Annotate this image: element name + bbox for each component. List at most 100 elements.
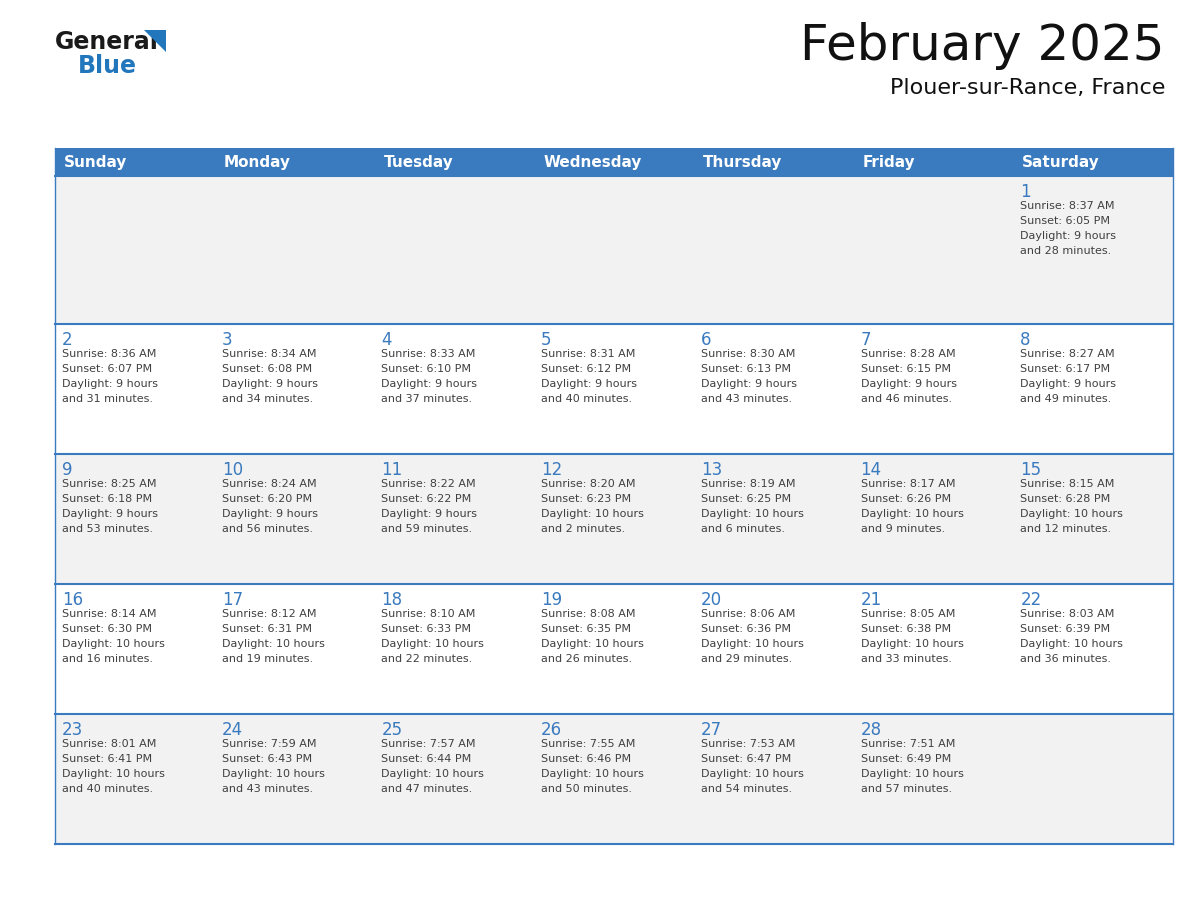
Text: 4: 4	[381, 331, 392, 349]
Bar	[55, 324, 1173, 454]
Text: and 31 minutes.: and 31 minutes.	[62, 394, 153, 404]
Text: Sunset: 6:07 PM: Sunset: 6:07 PM	[62, 364, 152, 374]
Text: Daylight: 10 hours: Daylight: 10 hours	[542, 639, 644, 649]
Text: Sunrise: 8:14 AM: Sunrise: 8:14 AM	[62, 609, 157, 619]
Text: and 56 minutes.: and 56 minutes.	[222, 524, 312, 534]
Text: 23: 23	[62, 721, 83, 739]
Text: and 47 minutes.: and 47 minutes.	[381, 784, 473, 794]
Text: Sunrise: 7:59 AM: Sunrise: 7:59 AM	[222, 739, 316, 749]
Text: Blue: Blue	[78, 54, 137, 78]
Bar	[1013, 148, 1173, 176]
Text: Sunset: 6:23 PM: Sunset: 6:23 PM	[542, 494, 631, 504]
Text: Sunset: 6:43 PM: Sunset: 6:43 PM	[222, 754, 311, 764]
Text: Thursday: Thursday	[703, 155, 782, 171]
Text: Sunrise: 7:57 AM: Sunrise: 7:57 AM	[381, 739, 476, 749]
Text: Sunrise: 8:03 AM: Sunrise: 8:03 AM	[1020, 609, 1114, 619]
Text: Sunrise: 8:05 AM: Sunrise: 8:05 AM	[860, 609, 955, 619]
Text: 20: 20	[701, 591, 722, 609]
Text: Sunday: Sunday	[64, 155, 127, 171]
Text: Daylight: 10 hours: Daylight: 10 hours	[381, 769, 485, 779]
Text: Sunrise: 8:01 AM: Sunrise: 8:01 AM	[62, 739, 157, 749]
Text: 16: 16	[62, 591, 83, 609]
Text: Daylight: 10 hours: Daylight: 10 hours	[222, 639, 324, 649]
Text: Daylight: 10 hours: Daylight: 10 hours	[701, 509, 804, 519]
Text: Daylight: 10 hours: Daylight: 10 hours	[222, 769, 324, 779]
Text: Sunrise: 8:22 AM: Sunrise: 8:22 AM	[381, 479, 476, 489]
Text: 28: 28	[860, 721, 881, 739]
Text: Sunset: 6:26 PM: Sunset: 6:26 PM	[860, 494, 950, 504]
Bar	[215, 148, 374, 176]
Text: and 2 minutes.: and 2 minutes.	[542, 524, 625, 534]
Text: Sunrise: 7:55 AM: Sunrise: 7:55 AM	[542, 739, 636, 749]
Text: Daylight: 10 hours: Daylight: 10 hours	[381, 639, 485, 649]
Text: Wednesday: Wednesday	[543, 155, 642, 171]
Text: 17: 17	[222, 591, 242, 609]
Text: Daylight: 9 hours: Daylight: 9 hours	[222, 509, 317, 519]
Text: Sunset: 6:44 PM: Sunset: 6:44 PM	[381, 754, 472, 764]
Text: and 12 minutes.: and 12 minutes.	[1020, 524, 1112, 534]
Text: Sunrise: 8:15 AM: Sunrise: 8:15 AM	[1020, 479, 1114, 489]
Text: Daylight: 10 hours: Daylight: 10 hours	[542, 769, 644, 779]
Text: Daylight: 9 hours: Daylight: 9 hours	[381, 509, 478, 519]
Text: Daylight: 10 hours: Daylight: 10 hours	[701, 639, 804, 649]
Text: and 22 minutes.: and 22 minutes.	[381, 654, 473, 664]
Text: Sunset: 6:13 PM: Sunset: 6:13 PM	[701, 364, 791, 374]
Text: and 40 minutes.: and 40 minutes.	[62, 784, 153, 794]
Text: and 40 minutes.: and 40 minutes.	[542, 394, 632, 404]
Text: Daylight: 10 hours: Daylight: 10 hours	[701, 769, 804, 779]
Text: Daylight: 9 hours: Daylight: 9 hours	[542, 379, 637, 389]
Text: and 33 minutes.: and 33 minutes.	[860, 654, 952, 664]
Text: Daylight: 9 hours: Daylight: 9 hours	[701, 379, 797, 389]
Text: Sunrise: 8:33 AM: Sunrise: 8:33 AM	[381, 349, 476, 359]
Text: Sunset: 6:12 PM: Sunset: 6:12 PM	[542, 364, 631, 374]
Text: 27: 27	[701, 721, 722, 739]
Bar	[853, 148, 1013, 176]
Text: Sunrise: 8:37 AM: Sunrise: 8:37 AM	[1020, 201, 1114, 211]
Text: and 16 minutes.: and 16 minutes.	[62, 654, 153, 664]
Text: and 36 minutes.: and 36 minutes.	[1020, 654, 1111, 664]
Text: Sunset: 6:20 PM: Sunset: 6:20 PM	[222, 494, 311, 504]
Text: Sunrise: 8:34 AM: Sunrise: 8:34 AM	[222, 349, 316, 359]
Text: 1: 1	[1020, 183, 1031, 201]
Text: and 43 minutes.: and 43 minutes.	[701, 394, 792, 404]
Text: Sunset: 6:15 PM: Sunset: 6:15 PM	[860, 364, 950, 374]
Text: Sunrise: 8:30 AM: Sunrise: 8:30 AM	[701, 349, 795, 359]
Text: Daylight: 10 hours: Daylight: 10 hours	[542, 509, 644, 519]
Text: Sunset: 6:18 PM: Sunset: 6:18 PM	[62, 494, 152, 504]
Text: and 53 minutes.: and 53 minutes.	[62, 524, 153, 534]
Text: Sunset: 6:41 PM: Sunset: 6:41 PM	[62, 754, 152, 764]
Text: 21: 21	[860, 591, 881, 609]
Text: Sunrise: 8:19 AM: Sunrise: 8:19 AM	[701, 479, 795, 489]
Text: Saturday: Saturday	[1023, 155, 1100, 171]
Text: Daylight: 9 hours: Daylight: 9 hours	[381, 379, 478, 389]
Text: and 28 minutes.: and 28 minutes.	[1020, 246, 1112, 256]
Text: and 29 minutes.: and 29 minutes.	[701, 654, 792, 664]
Bar	[374, 148, 535, 176]
Text: and 19 minutes.: and 19 minutes.	[222, 654, 312, 664]
Text: Sunset: 6:39 PM: Sunset: 6:39 PM	[1020, 624, 1111, 634]
Text: Sunset: 6:10 PM: Sunset: 6:10 PM	[381, 364, 472, 374]
Text: Daylight: 9 hours: Daylight: 9 hours	[1020, 231, 1117, 241]
Text: and 46 minutes.: and 46 minutes.	[860, 394, 952, 404]
Text: 26: 26	[542, 721, 562, 739]
Text: Sunset: 6:46 PM: Sunset: 6:46 PM	[542, 754, 631, 764]
Text: 13: 13	[701, 461, 722, 479]
Text: 12: 12	[542, 461, 562, 479]
Text: Sunset: 6:38 PM: Sunset: 6:38 PM	[860, 624, 950, 634]
Text: and 57 minutes.: and 57 minutes.	[860, 784, 952, 794]
Text: Daylight: 10 hours: Daylight: 10 hours	[860, 769, 963, 779]
Text: and 54 minutes.: and 54 minutes.	[701, 784, 792, 794]
Text: Daylight: 10 hours: Daylight: 10 hours	[62, 769, 165, 779]
Text: Sunrise: 8:08 AM: Sunrise: 8:08 AM	[542, 609, 636, 619]
Text: 15: 15	[1020, 461, 1042, 479]
Text: Daylight: 10 hours: Daylight: 10 hours	[62, 639, 165, 649]
Text: Sunrise: 8:31 AM: Sunrise: 8:31 AM	[542, 349, 636, 359]
Text: Daylight: 9 hours: Daylight: 9 hours	[62, 379, 158, 389]
Text: Sunrise: 8:24 AM: Sunrise: 8:24 AM	[222, 479, 316, 489]
Text: Sunrise: 8:28 AM: Sunrise: 8:28 AM	[860, 349, 955, 359]
Text: Sunrise: 8:20 AM: Sunrise: 8:20 AM	[542, 479, 636, 489]
Text: 3: 3	[222, 331, 233, 349]
Bar	[694, 148, 853, 176]
Text: 10: 10	[222, 461, 242, 479]
Text: 19: 19	[542, 591, 562, 609]
